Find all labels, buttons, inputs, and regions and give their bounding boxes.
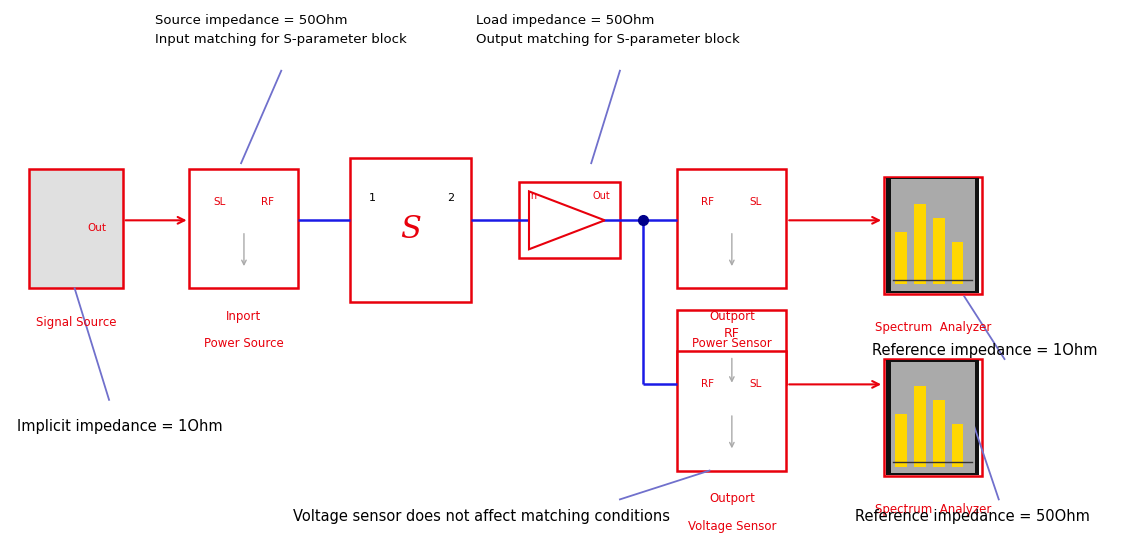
Bar [914, 386, 925, 467]
Polygon shape [529, 191, 605, 249]
Text: Load impedance = 50Ohm: Load impedance = 50Ohm [476, 14, 654, 27]
Text: Signal Source: Signal Source [36, 316, 116, 329]
Bar [886, 360, 979, 475]
Text: Out: Out [87, 224, 106, 233]
Text: Voltage sensor does not affect matching conditions: Voltage sensor does not affect matching … [293, 509, 669, 524]
Bar [895, 232, 907, 285]
Text: Implicit impedance = 1Ohm: Implicit impedance = 1Ohm [17, 419, 223, 434]
Bar [350, 158, 471, 302]
Text: Spectrum  Analyzer: Spectrum Analyzer [875, 321, 991, 334]
Bar [677, 351, 786, 471]
Text: Output matching for S-parameter block: Output matching for S-parameter block [476, 33, 740, 46]
Text: Inport: Inport [226, 310, 262, 323]
Bar [29, 169, 123, 288]
Bar [677, 169, 786, 288]
Text: Source impedance = 50Ohm: Source impedance = 50Ohm [155, 14, 348, 27]
Text: Power Sensor: Power Sensor [692, 337, 771, 350]
Text: 2: 2 [447, 193, 453, 203]
Text: In: In [528, 191, 537, 201]
Bar [884, 177, 982, 294]
Bar [952, 242, 963, 285]
Text: Reference impedance = 1Ohm: Reference impedance = 1Ohm [872, 343, 1097, 358]
Bar [895, 415, 907, 467]
Text: Outport: Outport [709, 492, 754, 505]
Bar [884, 359, 982, 476]
Text: SL: SL [214, 197, 226, 207]
Bar [886, 178, 979, 293]
Text: Out: Out [592, 191, 611, 201]
Text: S: S [400, 214, 421, 245]
Bar [891, 362, 975, 473]
Text: Outport: Outport [709, 310, 754, 323]
Bar [932, 400, 945, 467]
Text: SL: SL [750, 197, 762, 207]
Bar [932, 218, 945, 285]
Text: 1: 1 [369, 193, 375, 203]
Text: Voltage Sensor: Voltage Sensor [688, 520, 776, 533]
Bar [952, 424, 963, 467]
Bar [519, 182, 620, 258]
Text: SL: SL [750, 379, 762, 390]
Text: Spectrum  Analyzer: Spectrum Analyzer [875, 503, 991, 516]
Bar [914, 203, 925, 285]
Text: RF: RF [701, 379, 714, 390]
Bar [891, 180, 975, 291]
Text: Power Source: Power Source [204, 337, 284, 350]
Bar [677, 310, 786, 384]
Text: RF: RF [262, 197, 274, 207]
Text: Reference impedance = 50Ohm: Reference impedance = 50Ohm [855, 509, 1091, 524]
Text: RF: RF [724, 327, 739, 340]
Bar [189, 169, 298, 288]
Text: RF: RF [701, 197, 714, 207]
Text: Input matching for S-parameter block: Input matching for S-parameter block [155, 33, 406, 46]
